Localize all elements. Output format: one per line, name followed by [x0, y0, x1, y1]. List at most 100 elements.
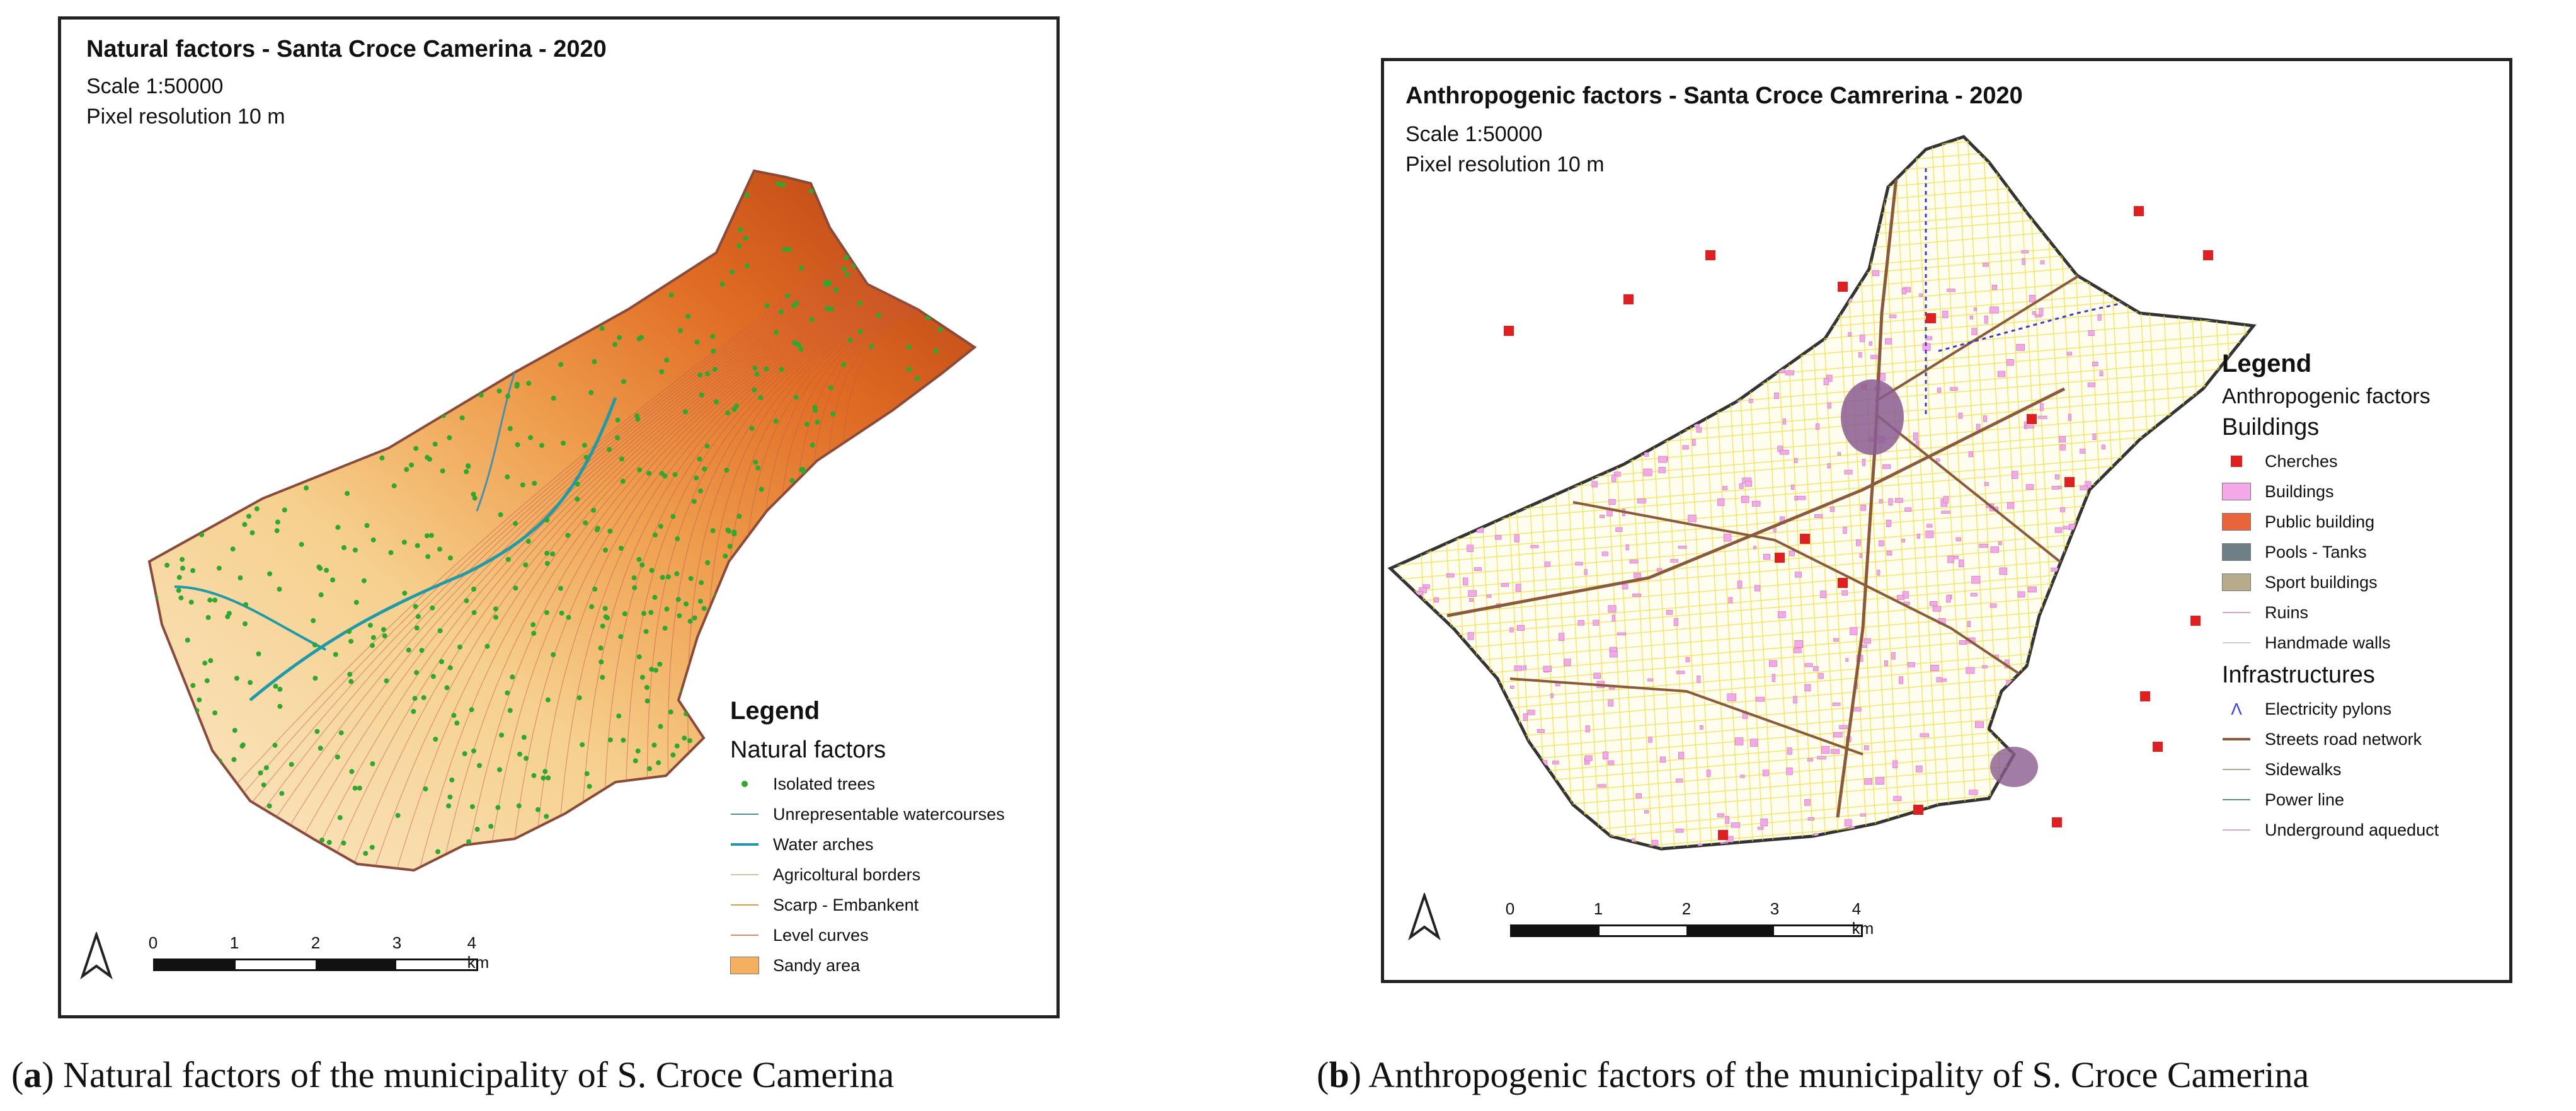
legend-item: Streets road network [2222, 724, 2439, 754]
scale-tick-label: 0 [148, 933, 158, 952]
legend-item: Buildings [2222, 476, 2439, 507]
legend-item: Public building [2222, 507, 2439, 537]
scale-tick-label: 4 km [1852, 899, 1874, 938]
legend-item: Underground aqueduct [2222, 815, 2439, 845]
legend-symbol [730, 926, 759, 944]
legend-item: Handmade walls [2222, 628, 2439, 658]
legend-item: Pools - Tanks [2222, 537, 2439, 567]
legend-symbol [730, 957, 759, 974]
scale-text: Scale 1:50000 [86, 74, 224, 98]
legend-item: Sandy area [730, 950, 1005, 981]
anthropogenic-factors-map [1387, 135, 2257, 851]
legend-symbol [2222, 761, 2251, 778]
churches [1504, 206, 2213, 840]
map-title: Anthropogenic factors - Santa Croce Camr… [1405, 83, 2023, 109]
legend-symbol [730, 896, 759, 914]
legend-label: Pools - Tanks [2265, 542, 2367, 561]
caption-b: (b) Anthropogenic factors of the municip… [1317, 1054, 2310, 1095]
legend-label: Sandy area [773, 955, 861, 975]
legend-symbol [2222, 730, 2251, 748]
legend-item: Agricoltural borders [730, 860, 1005, 890]
legend-label: Isolated trees [773, 774, 876, 793]
legend-item: Sidewalks [2222, 754, 2439, 785]
map-meta: Scale 1:50000 Pixel resolution 10 m [86, 71, 285, 132]
caption-a: (a) Natural factors of the municipality … [11, 1054, 895, 1095]
legend-symbol: Λ [2231, 699, 2242, 718]
legend-item: Isolated trees [730, 769, 1005, 799]
legend-group: Natural factors [730, 737, 886, 763]
legend-item: Water arches [730, 829, 1005, 860]
water-arches [174, 372, 617, 701]
legend-item: Power line [2222, 785, 2439, 815]
legend-label: Handmade walls [2265, 633, 2391, 652]
anthropogenic-factors-map-panel: Anthropogenic factors - Santa Croce Camr… [1381, 58, 2512, 983]
map-title: Natural factors - Santa Croce Camerina -… [86, 36, 607, 62]
legend-label: Electricity pylons [2265, 699, 2392, 718]
legend-title: Legend [2222, 350, 2312, 377]
legend-title: Legend [730, 697, 820, 725]
legend-label: Ruins [2265, 602, 2309, 622]
legend-symbol [2222, 821, 2251, 839]
legend-subtitle: Anthropogenic factors [2222, 384, 2430, 408]
scale-tick-label: 0 [1505, 899, 1515, 918]
legend-label: Agricoltural borders [773, 865, 921, 884]
town-center [1841, 379, 2038, 787]
legend-item: Scarp - Embankent [730, 890, 1005, 920]
map-meta: Scale 1:50000 Pixel resolution 10 m [1405, 119, 1605, 180]
legend-item: Unrepresentable watercourses [730, 799, 1005, 829]
legend-item: Ruins [2222, 597, 2439, 628]
resolution-text: Pixel resolution 10 m [1405, 153, 1605, 176]
scale-tick-label: 4 km [467, 933, 489, 972]
legend-group-buildings: Buildings [2222, 414, 2320, 440]
scale-bar: 0 1 2 3 4 km [149, 933, 489, 972]
caption-letter: b [1329, 1054, 1349, 1095]
legend-group-infrastructures: Infrastructures [2222, 662, 2375, 688]
legend-label: Unrepresentable watercourses [773, 804, 1005, 824]
legend-label: Level curves [773, 925, 869, 945]
natural-factors-map [147, 169, 977, 872]
scale-tick-label: 3 [1770, 899, 1780, 918]
municipality-shape [147, 169, 977, 872]
legend-label: Sidewalks [2265, 759, 2342, 779]
legend-label: Streets road network [2265, 729, 2422, 749]
legend-label: Cherches [2265, 451, 2338, 471]
legend-symbol [730, 775, 759, 793]
legend-symbol [2222, 634, 2251, 652]
legend-label: Power line [2265, 790, 2345, 809]
legend: Legend Anthropogenic factors Buildings C… [2222, 350, 2439, 845]
legend-symbol [2222, 543, 2251, 561]
scale-tick-label: 2 [1681, 899, 1692, 918]
scale-text: Scale 1:50000 [1405, 122, 1543, 146]
legend-symbol [2222, 604, 2251, 621]
municipality-shape [1387, 135, 2257, 851]
caption-text: Natural factors of the municipality of S… [63, 1054, 895, 1095]
legend-symbol [2222, 483, 2251, 500]
legend-label: Underground aqueduct [2265, 820, 2439, 839]
legend-item: Cherches [2222, 446, 2439, 476]
legend-symbol [2222, 452, 2251, 470]
north-arrow-icon [80, 932, 113, 980]
legend-symbol [2222, 573, 2251, 591]
scale-tick-label: 2 [311, 933, 321, 952]
scale-tick-label: 1 [1593, 899, 1603, 918]
scale-tick-label: 3 [392, 933, 402, 952]
legend-label: Scarp - Embankent [773, 895, 919, 914]
legend-item: Sport buildings [2222, 567, 2439, 597]
legend-label: Sport buildings [2265, 572, 2378, 592]
legend-symbol [730, 866, 759, 884]
caption-letter: a [23, 1054, 42, 1095]
legend-symbol [2222, 513, 2251, 531]
scale-tick-label: 1 [229, 933, 239, 952]
scale-bar: 0 1 2 3 4 km [1506, 899, 1874, 938]
legend-item: Level curves [730, 920, 1005, 950]
north-arrow-icon [1408, 893, 1441, 941]
legend-symbol [730, 836, 759, 853]
legend-label: Public building [2265, 512, 2375, 531]
resolution-text: Pixel resolution 10 m [86, 105, 285, 129]
legend-item: Λ Electricity pylons [2222, 694, 2439, 724]
legend-symbol [2222, 791, 2251, 809]
legend-label: Buildings [2265, 481, 2334, 501]
legend-symbol [730, 805, 759, 823]
caption-text: Anthropogenic factors of the municipalit… [1368, 1054, 2310, 1095]
legend: Legend Natural factors Isolated trees Unr… [730, 697, 1005, 981]
